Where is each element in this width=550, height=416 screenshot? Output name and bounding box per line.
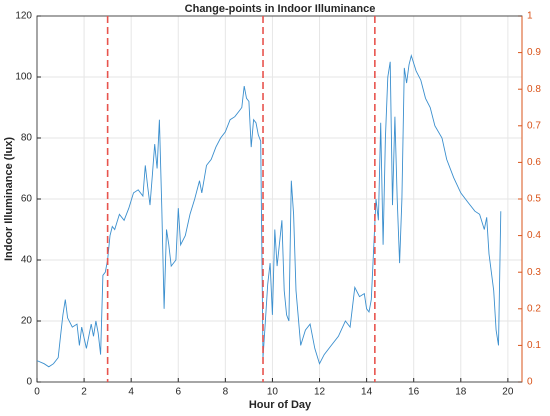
x-tick-label: 12 [314, 387, 326, 398]
y-tick-label: 20 [21, 316, 33, 327]
y2-tick-label: 0.3 [527, 267, 541, 278]
x-tick-label: 4 [128, 387, 134, 398]
y2-tick-label: 0.2 [527, 303, 541, 314]
y-tick-label: 80 [21, 133, 33, 144]
x-tick-label: 18 [455, 387, 467, 398]
x-tick-label: 8 [223, 387, 229, 398]
y2-tick-label: 0.1 [527, 340, 541, 351]
x-tick-label: 16 [408, 387, 420, 398]
y2-tick-label: 0.9 [527, 47, 541, 58]
y2-tick-label: 0.4 [527, 230, 541, 241]
y-tick-label: 40 [21, 255, 33, 266]
x-tick-label: 14 [361, 387, 373, 398]
y2-tick-label: 1 [527, 11, 533, 22]
y2-tick-label: 0 [527, 377, 533, 388]
y2-tick-label: 0.7 [527, 120, 541, 131]
chart-title: Change-points in Indoor Illuminance [185, 3, 376, 15]
x-tick-label: 6 [175, 387, 181, 398]
data-line [36, 53, 502, 368]
x-tick-label: 10 [267, 387, 279, 398]
y2-tick-label: 0.8 [527, 84, 541, 95]
x-tick-label: 2 [81, 387, 87, 398]
x-axis-label: Hour of Day [249, 399, 312, 411]
y2-tick-label: 0.6 [527, 157, 541, 168]
y-axis-label: Indoor Illuminance (lux) [3, 137, 15, 261]
y-tick-label: 60 [21, 194, 33, 205]
x-tick-label: 20 [502, 387, 514, 398]
y-tick-label: 120 [15, 11, 32, 22]
x-tick-label: 0 [34, 387, 40, 398]
y-tick-label: 0 [26, 377, 32, 388]
y-tick-label: 100 [15, 72, 32, 83]
y2-tick-label: 0.5 [527, 194, 541, 205]
